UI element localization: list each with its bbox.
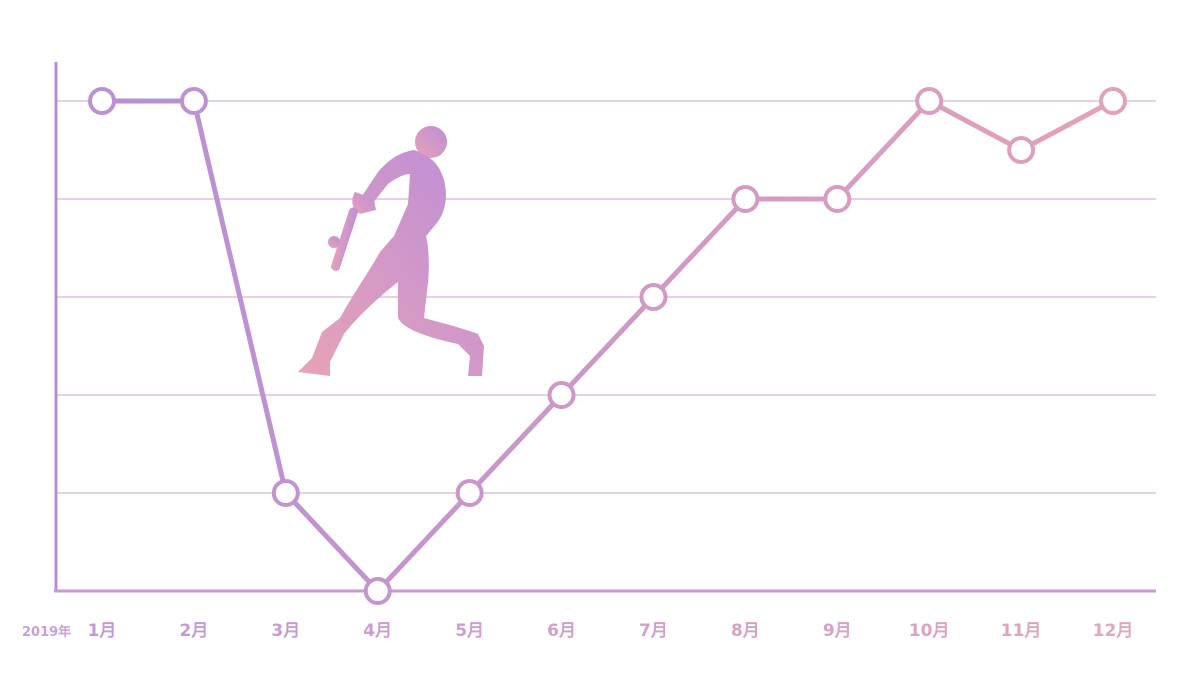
x-tick-label: 10月 bbox=[909, 621, 950, 641]
x-tick-label: 1月 bbox=[88, 621, 117, 641]
data-point bbox=[731, 185, 760, 213]
data-point bbox=[915, 87, 944, 115]
x-tick-label: 3月 bbox=[271, 621, 300, 641]
data-point bbox=[179, 87, 208, 115]
series-0 bbox=[99, 98, 1116, 594]
x-tick-label: 7月 bbox=[639, 621, 668, 641]
data-point bbox=[455, 479, 484, 507]
data-point bbox=[88, 87, 116, 115]
data-point bbox=[271, 479, 300, 507]
data-point bbox=[639, 283, 668, 311]
baseball-batter-silhouette-icon bbox=[298, 126, 484, 376]
data-points bbox=[88, 87, 1127, 605]
x-tick-label: 4月 bbox=[363, 621, 392, 641]
x-tick-label: 11月 bbox=[1001, 621, 1042, 641]
data-point bbox=[1099, 87, 1127, 115]
data-point bbox=[547, 381, 576, 409]
x-tick-label: 2月 bbox=[179, 621, 208, 641]
series-line bbox=[99, 98, 1116, 594]
data-point bbox=[823, 185, 852, 213]
gridlines bbox=[56, 100, 1156, 494]
x-tick-label: 6月 bbox=[547, 621, 576, 641]
x-tick-label: 12月 bbox=[1093, 621, 1134, 641]
x-tick-labels: 2019年 1月 2月 3月 4月 5月 6月 7月 8月 9月 10月 11月 12月 bbox=[22, 621, 1133, 641]
x-tick-label: 8月 bbox=[731, 621, 760, 641]
data-point bbox=[363, 577, 392, 605]
axes bbox=[54, 62, 1156, 593]
x-tick-label: 5月 bbox=[455, 621, 484, 641]
data-point bbox=[1007, 136, 1036, 164]
x-axis-year-label: 2019年 bbox=[22, 624, 71, 640]
x-tick-label: 9月 bbox=[823, 621, 852, 641]
